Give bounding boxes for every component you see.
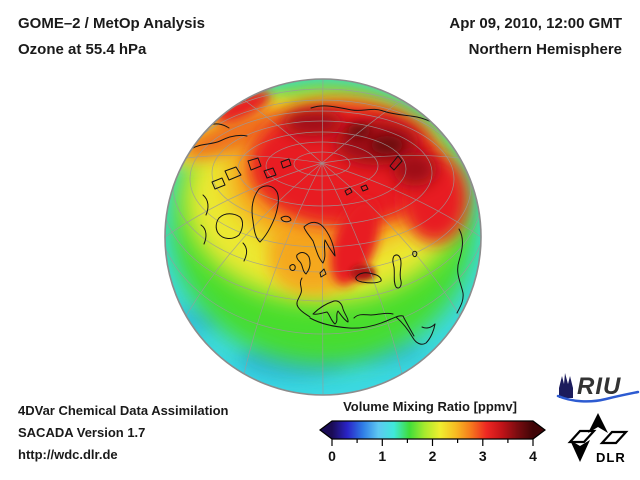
colorbar-gradient-bar — [332, 421, 533, 439]
dlr-logo-text: DLR — [596, 450, 626, 465]
colorbar-scale: 0 1 2 3 4 — [319, 420, 546, 464]
datetime-label: Apr 09, 2010, 12:00 GMT — [449, 15, 622, 32]
tick-label-4: 4 — [529, 448, 537, 464]
globe-svg — [164, 78, 482, 396]
colorbar-ticks — [331, 439, 534, 446]
tick-label-2: 2 — [429, 448, 437, 464]
riu-logo-text: RIU — [577, 373, 621, 400]
dlr-logo: DLR — [556, 408, 636, 466]
header-right: Apr 09, 2010, 12:00 GMT Northern Hemisph… — [449, 11, 622, 63]
riu-swoosh-icon — [556, 390, 640, 403]
header-left: GOME–2 / MetOp Analysis Ozone at 55.4 hP… — [18, 11, 205, 63]
tick-label-1: 1 — [378, 448, 386, 464]
dlr-emblem-icon — [567, 413, 629, 462]
colorbar-title: Volume Mixing Ratio [ppmv] — [343, 399, 517, 414]
riu-logo: RIU — [556, 371, 640, 405]
footer-credits: 4DVar Chemical Data Assimilation SACADA … — [18, 400, 229, 466]
version-label: SACADA Version 1.7 — [18, 425, 146, 440]
colorbar-right-arrow-icon — [533, 421, 545, 439]
page-subtitle: Ozone at 55.4 hPa — [18, 41, 147, 58]
globe-map — [163, 77, 483, 397]
colorbar-left-arrow-icon — [320, 421, 332, 439]
cathedral-icon — [559, 373, 573, 398]
graticule-grid — [165, 79, 481, 395]
colorbar: Volume Mixing Ratio [ppmv] 0 1 — [313, 399, 547, 472]
globe-rim — [164, 78, 482, 396]
url-label: http://wdc.dlr.de — [18, 447, 118, 462]
tick-label-3: 3 — [479, 448, 487, 464]
tick-label-0: 0 — [328, 448, 336, 464]
assimilation-label: 4DVar Chemical Data Assimilation — [18, 403, 229, 418]
page-title: GOME–2 / MetOp Analysis — [18, 15, 205, 32]
region-label: Northern Hemisphere — [468, 41, 622, 58]
